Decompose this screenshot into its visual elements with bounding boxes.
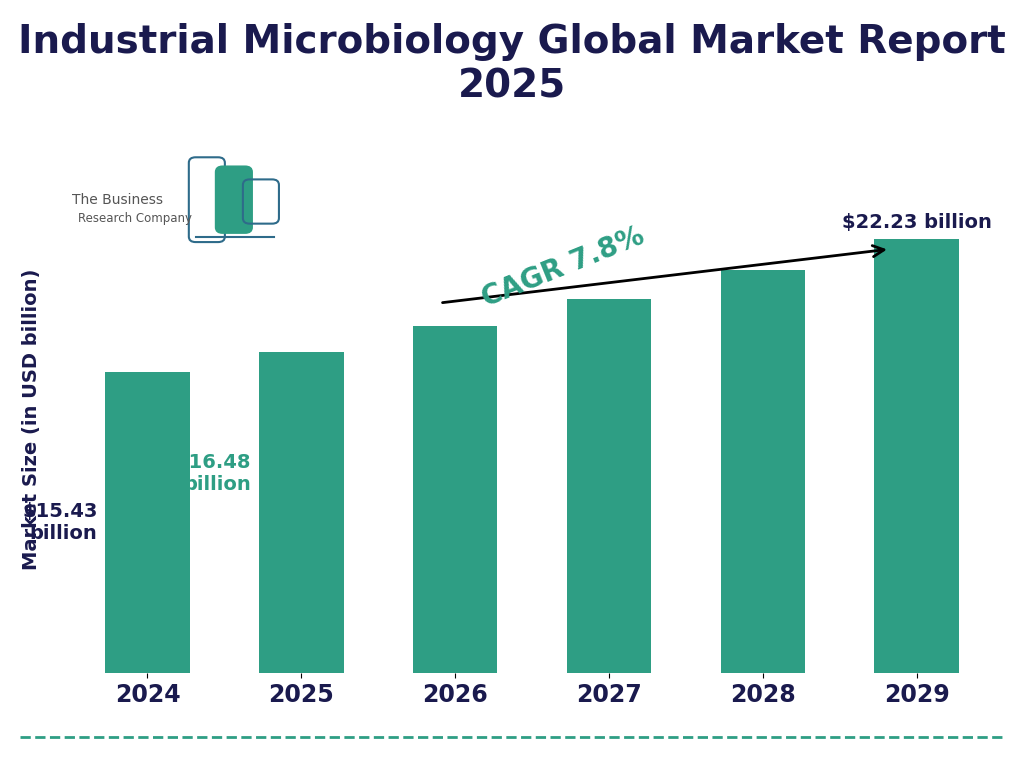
Text: CAGR 7.8%: CAGR 7.8%: [477, 222, 648, 313]
FancyBboxPatch shape: [216, 167, 252, 233]
Text: The Business: The Business: [72, 193, 163, 207]
Text: $16.48
billion: $16.48 billion: [176, 453, 251, 495]
Bar: [259, 352, 344, 674]
Text: Industrial Microbiology Global Market Report
2025: Industrial Microbiology Global Market Re…: [18, 23, 1006, 105]
Text: $22.23 billion: $22.23 billion: [842, 213, 991, 231]
Text: $15.43
billion: $15.43 billion: [23, 502, 97, 543]
Bar: [566, 300, 651, 674]
Bar: [105, 372, 189, 674]
Bar: [721, 270, 805, 674]
Y-axis label: Market Size (in USD billion): Market Size (in USD billion): [23, 269, 41, 570]
Text: Research Company: Research Company: [79, 212, 193, 224]
Bar: [874, 240, 959, 674]
Bar: [413, 326, 498, 674]
